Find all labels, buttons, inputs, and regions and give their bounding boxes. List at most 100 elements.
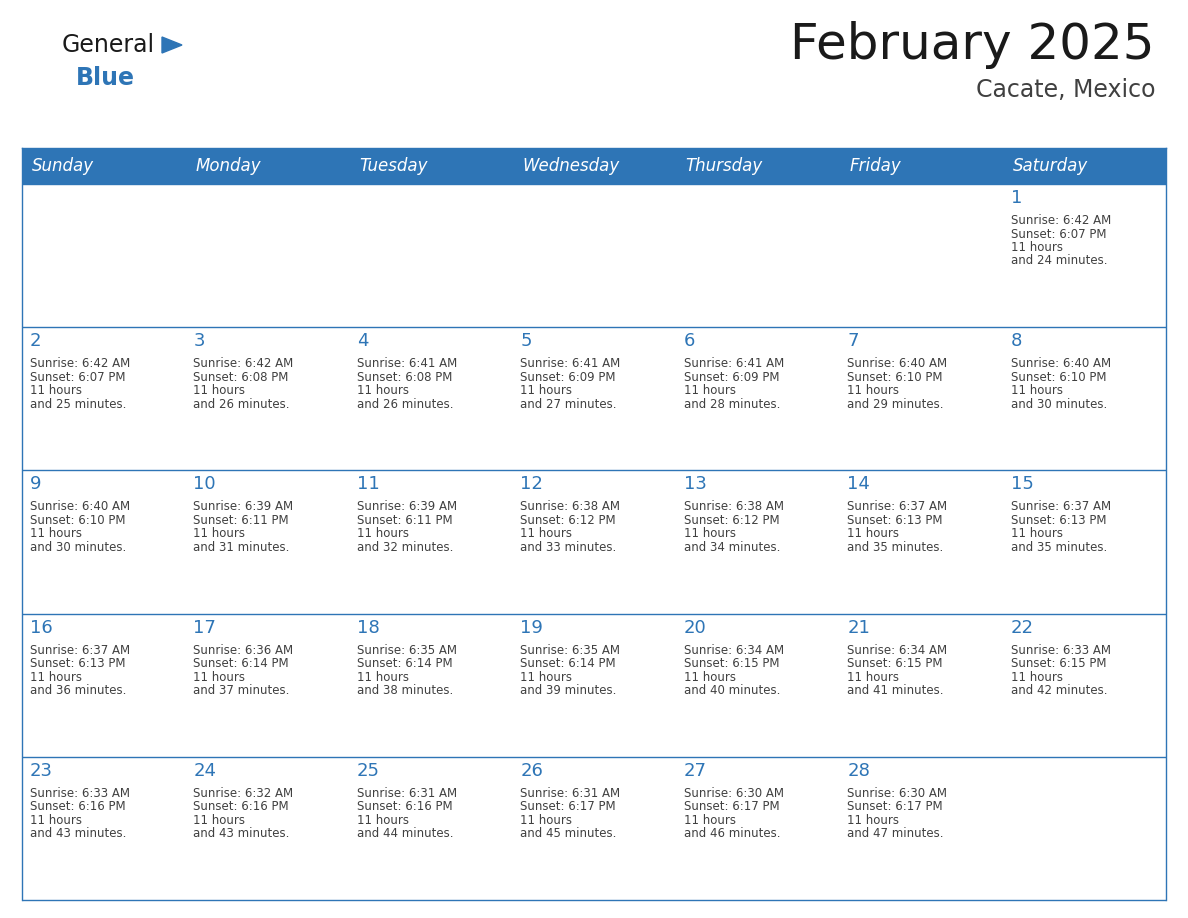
- Text: Sunset: 6:16 PM: Sunset: 6:16 PM: [356, 800, 453, 813]
- Text: 11 hours: 11 hours: [30, 528, 82, 541]
- Text: Sunset: 6:09 PM: Sunset: 6:09 PM: [684, 371, 779, 384]
- Text: Sunrise: 6:34 AM: Sunrise: 6:34 AM: [847, 644, 947, 656]
- Text: 19: 19: [520, 619, 543, 636]
- Text: Sunrise: 6:36 AM: Sunrise: 6:36 AM: [194, 644, 293, 656]
- Text: and 40 minutes.: and 40 minutes.: [684, 684, 781, 697]
- Text: Sunset: 6:13 PM: Sunset: 6:13 PM: [1011, 514, 1106, 527]
- Text: 11 hours: 11 hours: [847, 385, 899, 397]
- Text: Sunrise: 6:32 AM: Sunrise: 6:32 AM: [194, 787, 293, 800]
- Text: Sunset: 6:14 PM: Sunset: 6:14 PM: [194, 657, 289, 670]
- Text: 24: 24: [194, 762, 216, 779]
- Text: Cacate, Mexico: Cacate, Mexico: [975, 78, 1155, 102]
- Text: 3: 3: [194, 332, 204, 350]
- Text: Sunset: 6:10 PM: Sunset: 6:10 PM: [847, 371, 942, 384]
- Text: 2: 2: [30, 332, 42, 350]
- Text: and 34 minutes.: and 34 minutes.: [684, 541, 781, 554]
- Bar: [23, 470, 1165, 613]
- Text: and 26 minutes.: and 26 minutes.: [356, 397, 454, 410]
- Text: General: General: [62, 33, 156, 57]
- Text: 17: 17: [194, 619, 216, 636]
- Bar: [23, 148, 1165, 184]
- Text: and 25 minutes.: and 25 minutes.: [30, 397, 126, 410]
- Text: Sunrise: 6:40 AM: Sunrise: 6:40 AM: [30, 500, 131, 513]
- Text: Sunday: Sunday: [32, 157, 94, 175]
- Text: Sunset: 6:17 PM: Sunset: 6:17 PM: [847, 800, 943, 813]
- Text: Sunrise: 6:31 AM: Sunrise: 6:31 AM: [356, 787, 457, 800]
- Text: 5: 5: [520, 332, 532, 350]
- Text: Sunrise: 6:41 AM: Sunrise: 6:41 AM: [684, 357, 784, 370]
- Text: 11 hours: 11 hours: [30, 813, 82, 827]
- Text: and 46 minutes.: and 46 minutes.: [684, 827, 781, 840]
- Text: Sunrise: 6:37 AM: Sunrise: 6:37 AM: [847, 500, 947, 513]
- Text: Sunrise: 6:42 AM: Sunrise: 6:42 AM: [194, 357, 293, 370]
- Text: 11 hours: 11 hours: [847, 671, 899, 684]
- Text: and 37 minutes.: and 37 minutes.: [194, 684, 290, 697]
- Text: 7: 7: [847, 332, 859, 350]
- Text: 11 hours: 11 hours: [30, 671, 82, 684]
- Text: Sunrise: 6:42 AM: Sunrise: 6:42 AM: [30, 357, 131, 370]
- Text: Sunset: 6:10 PM: Sunset: 6:10 PM: [1011, 371, 1106, 384]
- Text: February 2025: February 2025: [790, 21, 1155, 69]
- Text: 11 hours: 11 hours: [1011, 528, 1062, 541]
- Text: Sunrise: 6:37 AM: Sunrise: 6:37 AM: [30, 644, 131, 656]
- Text: and 47 minutes.: and 47 minutes.: [847, 827, 943, 840]
- Text: Sunrise: 6:30 AM: Sunrise: 6:30 AM: [684, 787, 784, 800]
- Text: Sunset: 6:07 PM: Sunset: 6:07 PM: [1011, 228, 1106, 241]
- Text: Sunrise: 6:39 AM: Sunrise: 6:39 AM: [194, 500, 293, 513]
- Text: 11 hours: 11 hours: [520, 813, 573, 827]
- Text: 18: 18: [356, 619, 380, 636]
- Text: Sunrise: 6:39 AM: Sunrise: 6:39 AM: [356, 500, 457, 513]
- Text: Sunrise: 6:40 AM: Sunrise: 6:40 AM: [1011, 357, 1111, 370]
- Text: and 26 minutes.: and 26 minutes.: [194, 397, 290, 410]
- Text: Sunrise: 6:38 AM: Sunrise: 6:38 AM: [520, 500, 620, 513]
- Text: and 35 minutes.: and 35 minutes.: [847, 541, 943, 554]
- Text: Sunset: 6:15 PM: Sunset: 6:15 PM: [684, 657, 779, 670]
- Text: and 43 minutes.: and 43 minutes.: [194, 827, 290, 840]
- Text: Sunset: 6:08 PM: Sunset: 6:08 PM: [194, 371, 289, 384]
- Text: 28: 28: [847, 762, 870, 779]
- Text: Sunrise: 6:41 AM: Sunrise: 6:41 AM: [520, 357, 620, 370]
- Text: and 42 minutes.: and 42 minutes.: [1011, 684, 1107, 697]
- Text: Friday: Friday: [849, 157, 901, 175]
- Text: 11 hours: 11 hours: [684, 813, 735, 827]
- Text: 11 hours: 11 hours: [194, 385, 246, 397]
- Text: Sunset: 6:17 PM: Sunset: 6:17 PM: [520, 800, 615, 813]
- Text: 1: 1: [1011, 189, 1022, 207]
- Text: Sunset: 6:14 PM: Sunset: 6:14 PM: [356, 657, 453, 670]
- Text: Blue: Blue: [76, 66, 135, 90]
- Text: and 32 minutes.: and 32 minutes.: [356, 541, 454, 554]
- Text: 11 hours: 11 hours: [194, 671, 246, 684]
- Bar: [23, 613, 1165, 756]
- Text: 11 hours: 11 hours: [520, 671, 573, 684]
- Text: and 30 minutes.: and 30 minutes.: [1011, 397, 1107, 410]
- Text: Sunrise: 6:35 AM: Sunrise: 6:35 AM: [520, 644, 620, 656]
- Text: 11 hours: 11 hours: [1011, 241, 1062, 254]
- Text: Sunrise: 6:33 AM: Sunrise: 6:33 AM: [1011, 644, 1111, 656]
- Text: Sunrise: 6:34 AM: Sunrise: 6:34 AM: [684, 644, 784, 656]
- Text: and 39 minutes.: and 39 minutes.: [520, 684, 617, 697]
- Text: and 38 minutes.: and 38 minutes.: [356, 684, 453, 697]
- Text: 12: 12: [520, 476, 543, 493]
- Text: 4: 4: [356, 332, 368, 350]
- Text: Sunset: 6:16 PM: Sunset: 6:16 PM: [194, 800, 289, 813]
- Text: 11 hours: 11 hours: [684, 528, 735, 541]
- Text: Saturday: Saturday: [1012, 157, 1088, 175]
- Text: 26: 26: [520, 762, 543, 779]
- Text: 11 hours: 11 hours: [847, 528, 899, 541]
- Text: 11 hours: 11 hours: [684, 385, 735, 397]
- Text: and 43 minutes.: and 43 minutes.: [30, 827, 126, 840]
- Text: Sunrise: 6:41 AM: Sunrise: 6:41 AM: [356, 357, 457, 370]
- Text: Sunset: 6:16 PM: Sunset: 6:16 PM: [30, 800, 126, 813]
- Text: 11 hours: 11 hours: [356, 385, 409, 397]
- Text: 11 hours: 11 hours: [194, 528, 246, 541]
- Text: Sunrise: 6:31 AM: Sunrise: 6:31 AM: [520, 787, 620, 800]
- Text: 8: 8: [1011, 332, 1022, 350]
- Text: 10: 10: [194, 476, 216, 493]
- Text: 11 hours: 11 hours: [1011, 671, 1062, 684]
- Text: 21: 21: [847, 619, 870, 636]
- Text: 14: 14: [847, 476, 870, 493]
- Text: Sunset: 6:15 PM: Sunset: 6:15 PM: [1011, 657, 1106, 670]
- Text: 11 hours: 11 hours: [520, 385, 573, 397]
- Text: Sunset: 6:12 PM: Sunset: 6:12 PM: [684, 514, 779, 527]
- Text: 11 hours: 11 hours: [356, 528, 409, 541]
